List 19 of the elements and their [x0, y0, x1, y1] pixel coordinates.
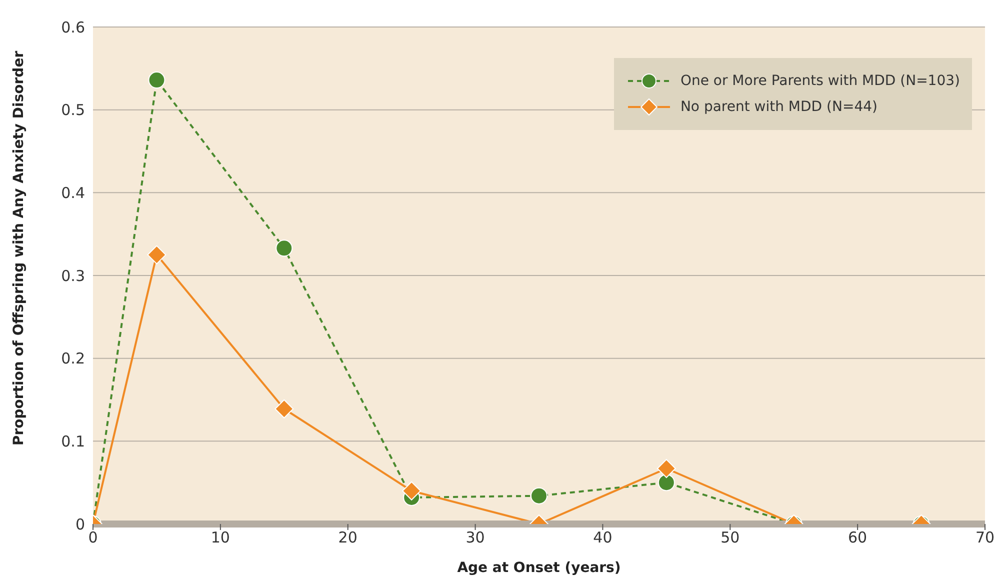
y-tick-label: 0.1	[61, 432, 85, 450]
x-tick-label: 70	[975, 528, 995, 547]
y-axis-title: Proportion of Offspring with Any Anxiety Disorder	[10, 50, 27, 446]
legend-label: One or More Parents with MDD (N=103)	[680, 73, 960, 89]
y-tick-label: 0	[75, 515, 85, 534]
y-tick-label: 0.3	[61, 266, 85, 285]
legend-label: No parent with MDD (N=44)	[680, 99, 878, 115]
x-tick-label: 20	[338, 528, 358, 547]
y-tick-label: 0.2	[61, 350, 85, 368]
y-tick-label: 0.4	[61, 184, 85, 202]
x-tick-label: 30	[466, 528, 485, 547]
x-tick-label: 50	[720, 528, 740, 547]
x-tick-label: 40	[593, 528, 612, 547]
x-tick-label: 60	[848, 528, 868, 547]
x-tick-label: 10	[210, 528, 230, 547]
x-tick-label: 0	[88, 528, 98, 547]
y-tick-label: 0.5	[61, 101, 85, 120]
x-axis-title: Age at Onset (years)	[457, 560, 621, 576]
y-tick-label: 0.6	[61, 18, 85, 36]
